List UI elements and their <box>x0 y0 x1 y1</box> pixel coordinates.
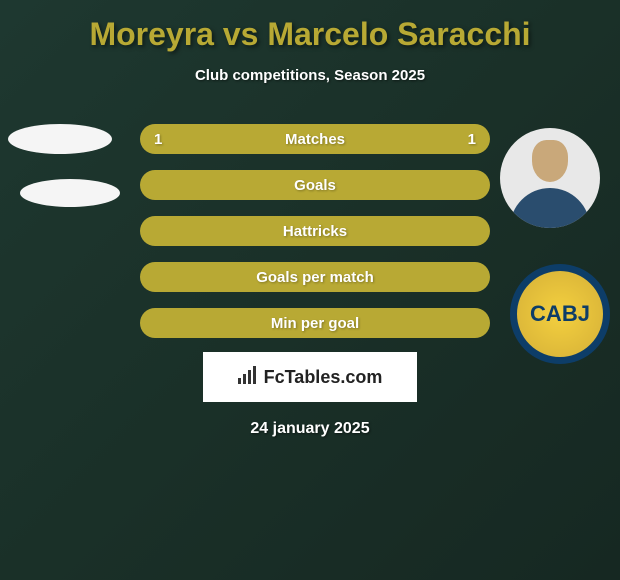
stat-label: Hattricks <box>283 223 347 240</box>
stat-left-value: 1 <box>154 131 174 148</box>
stat-label: Matches <box>285 131 345 148</box>
player-right-avatar <box>500 128 600 228</box>
stat-label: Goals <box>294 177 336 194</box>
stat-right-value: 1 <box>456 131 476 148</box>
subtitle: Club competitions, Season 2025 <box>0 67 620 84</box>
stat-bar-matches: 1 Matches 1 <box>140 124 490 154</box>
bar-icon-segment <box>248 370 251 384</box>
stat-label: Min per goal <box>271 315 359 332</box>
bar-icon-segment <box>253 366 256 384</box>
stat-bar-min-per-goal: Min per goal <box>140 308 490 338</box>
player-left-avatar-placeholder-1 <box>8 124 112 154</box>
stat-bar-hattricks: Hattricks <box>140 216 490 246</box>
stat-bars-container: 1 Matches 1 Goals Hattricks Goals per ma… <box>140 124 490 354</box>
logo-text: FcTables.com <box>264 367 383 388</box>
fctables-logo[interactable]: FcTables.com <box>203 352 417 402</box>
bar-icon-segment <box>238 378 241 384</box>
chart-icon <box>238 366 260 388</box>
player-right-club-badge: CABJ <box>510 264 610 364</box>
stat-label: Goals per match <box>256 269 374 286</box>
bar-icon-segment <box>243 374 246 384</box>
player-left-avatar-placeholder-2 <box>20 179 120 207</box>
date-text: 24 january 2025 <box>250 420 369 438</box>
page-title: Moreyra vs Marcelo Saracchi <box>0 0 620 53</box>
stat-bar-goals: Goals <box>140 170 490 200</box>
club-badge-inner: CABJ <box>515 269 605 359</box>
comparison-area: CABJ 1 Matches 1 Goals Hattricks Goals p… <box>0 124 620 384</box>
badge-text: CABJ <box>530 301 590 327</box>
stat-bar-goals-per-match: Goals per match <box>140 262 490 292</box>
